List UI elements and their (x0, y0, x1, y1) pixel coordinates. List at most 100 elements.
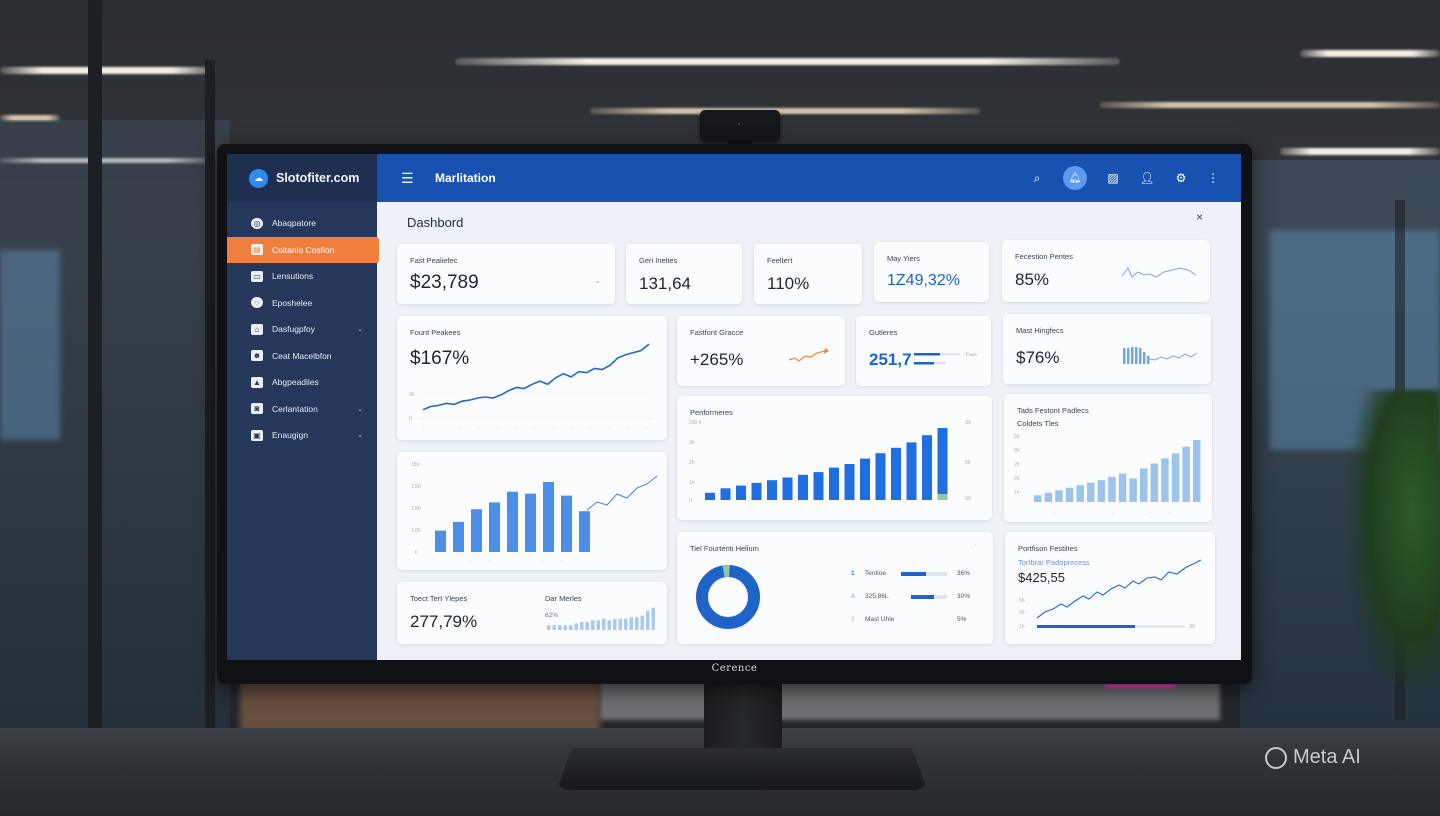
kpi-card-feeltert[interactable]: Feeltert 110% (754, 244, 862, 304)
svg-text:·: · (1150, 510, 1152, 516)
card-value: 251,7 (869, 350, 912, 369)
svg-text:·: · (543, 558, 545, 564)
bar-chart-card-penformeres[interactable]: Penformeres 200 h 3h 2h 1h 0 Sh 5h Sh · · · · · · · ·… (677, 396, 992, 520)
card-label: Tiel Fourtenti Helium (690, 544, 759, 553)
sidebar-item-coltanlo-cosfion[interactable]: ▤ Coltanlo Cosfion (227, 236, 379, 263)
message-icon: ▣ (251, 429, 263, 441)
kpi-card-toect-tert-ylepes[interactable]: Toect Tert Ylepes 277,79% Dar Merles 62% (397, 582, 667, 644)
sidebar-item-abgpeadiles[interactable]: ▲ Abgpeadiles (227, 369, 377, 396)
donut-legend-row: A 325,86L 30% (851, 593, 970, 600)
svg-text:1h: 1h (1019, 624, 1025, 630)
sidebar-item-label: Abgpeadiles (272, 377, 319, 388)
sidebar-item-label: Ceat Macelbfon (272, 350, 332, 361)
svg-text:0: 0 (689, 498, 692, 504)
main-content: Dashbord × Fast Pealiefec $23,789 ⌄ Geri… (377, 202, 1241, 660)
sidebar-item-dasfugpfoy[interactable]: ⌂ Dasfugpfoy ⌄ (227, 316, 377, 343)
bar-chart-card-tads-festont-padlecs[interactable]: Tads Festont Padlecs Coldets Tles 5h 3h 2h… (1004, 394, 1212, 522)
kpi-card-mast-hingfecs[interactable]: Mast Hingfecs $76% (1003, 314, 1211, 384)
card-label: Toect Tert Ylepes (410, 594, 468, 603)
svg-text:·: · (1188, 510, 1190, 516)
kpi-card-fastfont-gracce[interactable]: Fastfont Gracce +265% (677, 316, 845, 386)
sidebar-item-ceat-macelbfon[interactable]: ☻ Ceat Macelbfon (227, 343, 377, 370)
sidebar-item-label: Lensutions (272, 271, 314, 282)
card-value: 110% (767, 274, 810, 293)
svg-text:·: · (442, 426, 444, 432)
bar-chart: 5h 3h 2h 2h 1h · · · · · · · · · (1014, 434, 1201, 516)
window (0, 250, 60, 440)
legend-marker: A (851, 593, 856, 600)
card-label: Tads Festont Padlecs (1017, 406, 1089, 415)
image-icon[interactable]: ▨ (1107, 171, 1119, 185)
search-icon[interactable]: ⌕ (1033, 170, 1041, 185)
svg-text:·: · (1036, 510, 1038, 516)
line-chart: 5h 2h 1h Sh (1019, 559, 1202, 630)
sidebar-item-enaugign[interactable]: ▣ Enaugign ⌄ (227, 422, 377, 449)
sidebar-item-lensutions[interactable]: ▭ Lensutions (227, 263, 377, 290)
more-icon[interactable]: ⋮ (1207, 171, 1219, 185)
bell-icon[interactable]: 🔔︎ (1063, 166, 1087, 190)
plant (1350, 390, 1440, 690)
menu-icon[interactable]: ☰ (401, 169, 414, 186)
kpi-card-gutleres[interactable]: Gutleres 251,7 Fass (856, 316, 991, 386)
line-chart-card-portfison-festiltes[interactable]: Portfison Festiltes Tortbrar Padoprecess… (1005, 532, 1215, 644)
close-icon[interactable]: × (1195, 210, 1203, 224)
chevron-down-icon[interactable]: ⌄ (594, 276, 601, 285)
legend-pct: 30% (957, 593, 971, 600)
ceiling-light (1280, 148, 1440, 155)
svg-text:·: · (1093, 510, 1095, 516)
legend-pct: 36% (957, 570, 971, 577)
legend-marker: 1 (851, 570, 855, 577)
svg-text:·: · (553, 426, 555, 432)
monitor-stand-base (557, 748, 927, 790)
kpi-card-may-yiers[interactable]: May Yiers 1Z49,32% (874, 242, 989, 302)
svg-text:·: · (849, 508, 851, 514)
card-label: Fast Pealiefec (410, 256, 458, 265)
chevron-down-icon[interactable]: ⌄ (357, 432, 363, 440)
kpi-card-fast-pealiefec[interactable]: Fast Pealiefec $23,789 ⌄ (397, 244, 615, 304)
monitor-brand-logo: Cerence (711, 663, 758, 674)
ceiling-light (0, 115, 60, 121)
app-title: Marlitation (435, 171, 496, 185)
watermark-label: Meta AI (1293, 746, 1361, 768)
sidebar-item-cerlantation[interactable]: ◙ Cerlantation ⌄ (227, 396, 377, 423)
line-chart-card-fount-peakees[interactable]: Fount Peakees $167% 2k 0 · · · · · · · · · · · · · (397, 316, 667, 440)
mini-chart-label: Dar Merles (545, 594, 582, 603)
pillar (88, 0, 102, 730)
dashboard-screen: ☁ Slotofiter.com ◎ Abaqpatore ▤ Coltanlo… (227, 154, 1241, 660)
sidebar-item-label: Cerlantation (272, 403, 318, 414)
chevron-down-icon[interactable]: ⌄ (357, 326, 363, 334)
card-label: Fount Peakees (410, 328, 461, 337)
progress-bars: Fass (914, 352, 977, 365)
svg-text:5h: 5h (965, 460, 971, 466)
svg-text:2h: 2h (1019, 610, 1025, 616)
user-icon[interactable]: 👤︎ (1139, 171, 1155, 185)
svg-text:2h: 2h (1014, 462, 1020, 468)
card-value: 277,79% (410, 612, 478, 631)
kpi-card-geri-ineltes[interactable]: Geri Ineltes 131,64 (626, 244, 742, 304)
sidebar-nav: ◎ Abaqpatore ▤ Coltanlo Cosfion ▭ Lensut… (227, 202, 379, 449)
svg-text:·: · (534, 426, 536, 432)
more-icon[interactable]: · (974, 542, 977, 549)
ceiling-light (455, 58, 1120, 65)
kpi-card-fecestion-pentes[interactable]: Fecestion Pentes 85% (1002, 240, 1210, 302)
card-value: $425,55 (1018, 570, 1065, 585)
sidebar-item-eposhelee[interactable]: ◌ Eposhelee (227, 290, 377, 317)
svg-text:·: · (479, 426, 481, 432)
chevron-down-icon[interactable]: ⌄ (357, 405, 363, 413)
sidebar-item-label: Abaqpatore (272, 218, 316, 229)
gear-icon[interactable]: ⚙ (1175, 171, 1187, 185)
sidebar: ☁ Slotofiter.com ◎ Abaqpatore ▤ Coltanlo… (227, 154, 379, 660)
card-label: Fastfont Gracce (690, 328, 744, 337)
sidebar-item-label: Coltanlo Cosfion (272, 244, 335, 255)
brand[interactable]: ☁ Slotofiter.com (227, 154, 377, 202)
light-strip (1105, 684, 1175, 688)
settings-icon: ◌ (251, 297, 263, 309)
combo-chart-card[interactable]: 15h 1.5h 1.5h 1.0h 0 · · · · · · · · · (397, 452, 667, 570)
svg-text:·: · (579, 558, 581, 564)
card-value: $76% (1016, 348, 1060, 367)
svg-text:Fass: Fass (966, 352, 977, 358)
sidebar-item-abaqpatore[interactable]: ◎ Abaqpatore (227, 210, 377, 237)
donut-card-tiel-fourtenti-helium[interactable]: Tiel Fourtenti Helium · 1 Tentloe 36% A … (677, 532, 993, 644)
svg-text:·: · (1055, 510, 1057, 516)
svg-text:·: · (590, 426, 592, 432)
